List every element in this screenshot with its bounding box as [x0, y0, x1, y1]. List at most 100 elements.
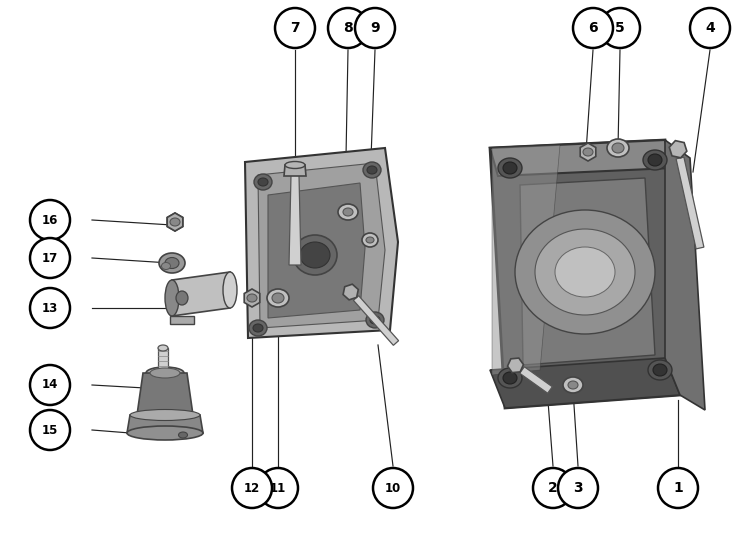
- Text: 15: 15: [42, 424, 58, 437]
- Ellipse shape: [127, 426, 203, 440]
- Polygon shape: [353, 296, 398, 345]
- Polygon shape: [170, 316, 194, 324]
- Polygon shape: [244, 289, 260, 307]
- Text: 16: 16: [42, 214, 58, 227]
- Polygon shape: [343, 284, 358, 300]
- Polygon shape: [665, 140, 705, 410]
- Ellipse shape: [159, 253, 185, 273]
- Ellipse shape: [247, 294, 257, 302]
- Ellipse shape: [170, 218, 180, 226]
- Polygon shape: [520, 367, 552, 393]
- Circle shape: [533, 468, 573, 508]
- Ellipse shape: [648, 360, 672, 380]
- Text: 3: 3: [573, 481, 583, 495]
- Circle shape: [373, 468, 413, 508]
- Polygon shape: [669, 141, 687, 158]
- Ellipse shape: [503, 372, 517, 384]
- Polygon shape: [520, 178, 655, 365]
- Polygon shape: [284, 165, 306, 176]
- Circle shape: [275, 8, 315, 48]
- Text: 6: 6: [588, 21, 598, 35]
- Ellipse shape: [498, 158, 522, 178]
- Circle shape: [30, 288, 70, 328]
- Text: 17: 17: [42, 252, 58, 264]
- Ellipse shape: [555, 247, 615, 297]
- Ellipse shape: [130, 409, 200, 421]
- Polygon shape: [137, 373, 193, 415]
- Text: 2: 2: [548, 481, 558, 495]
- Ellipse shape: [612, 143, 624, 153]
- Ellipse shape: [300, 242, 330, 268]
- Polygon shape: [172, 272, 230, 316]
- Polygon shape: [167, 213, 183, 231]
- Circle shape: [558, 468, 598, 508]
- Ellipse shape: [363, 162, 381, 178]
- Polygon shape: [258, 163, 385, 328]
- Ellipse shape: [366, 237, 374, 243]
- Circle shape: [232, 468, 272, 508]
- Ellipse shape: [653, 364, 667, 376]
- Polygon shape: [580, 143, 596, 161]
- Circle shape: [355, 8, 395, 48]
- Circle shape: [573, 8, 613, 48]
- Text: 8: 8: [343, 21, 352, 35]
- Text: 12: 12: [244, 481, 260, 495]
- Circle shape: [30, 200, 70, 240]
- Polygon shape: [490, 140, 680, 408]
- Polygon shape: [676, 157, 704, 249]
- Ellipse shape: [563, 377, 583, 393]
- Ellipse shape: [338, 204, 358, 220]
- Circle shape: [328, 8, 368, 48]
- Ellipse shape: [607, 139, 629, 157]
- Ellipse shape: [272, 293, 284, 303]
- Ellipse shape: [161, 262, 170, 270]
- Ellipse shape: [643, 150, 667, 170]
- Text: 4: 4: [705, 21, 715, 35]
- Polygon shape: [245, 148, 398, 338]
- Text: 1: 1: [674, 481, 682, 495]
- Ellipse shape: [254, 174, 272, 190]
- Ellipse shape: [583, 148, 593, 156]
- Ellipse shape: [146, 367, 184, 379]
- Ellipse shape: [498, 368, 522, 388]
- Text: 5: 5: [615, 21, 625, 35]
- Ellipse shape: [370, 316, 380, 324]
- Ellipse shape: [223, 272, 237, 308]
- Polygon shape: [508, 358, 524, 373]
- Ellipse shape: [165, 280, 179, 316]
- Circle shape: [600, 8, 640, 48]
- Ellipse shape: [503, 162, 517, 174]
- Ellipse shape: [158, 345, 168, 351]
- Circle shape: [258, 468, 298, 508]
- Polygon shape: [492, 145, 560, 375]
- Polygon shape: [127, 415, 203, 433]
- Ellipse shape: [535, 229, 635, 315]
- Ellipse shape: [267, 289, 289, 307]
- Ellipse shape: [366, 312, 384, 328]
- Ellipse shape: [165, 257, 179, 269]
- Polygon shape: [167, 213, 183, 231]
- Polygon shape: [289, 175, 301, 265]
- Polygon shape: [490, 140, 672, 176]
- Text: 10: 10: [385, 481, 401, 495]
- Ellipse shape: [176, 291, 188, 305]
- Polygon shape: [158, 348, 168, 372]
- Circle shape: [690, 8, 730, 48]
- Text: 9: 9: [370, 21, 380, 35]
- Ellipse shape: [178, 432, 188, 438]
- Polygon shape: [268, 183, 365, 318]
- Circle shape: [658, 468, 698, 508]
- Ellipse shape: [249, 320, 267, 336]
- Ellipse shape: [253, 324, 263, 332]
- Ellipse shape: [515, 210, 655, 334]
- Text: 11: 11: [270, 481, 286, 495]
- Ellipse shape: [150, 368, 180, 378]
- Ellipse shape: [258, 178, 268, 186]
- Circle shape: [30, 365, 70, 405]
- Text: 13: 13: [42, 302, 58, 314]
- Circle shape: [30, 238, 70, 278]
- Ellipse shape: [285, 161, 305, 168]
- Text: 14: 14: [42, 378, 58, 392]
- Ellipse shape: [293, 235, 337, 275]
- Ellipse shape: [648, 154, 662, 166]
